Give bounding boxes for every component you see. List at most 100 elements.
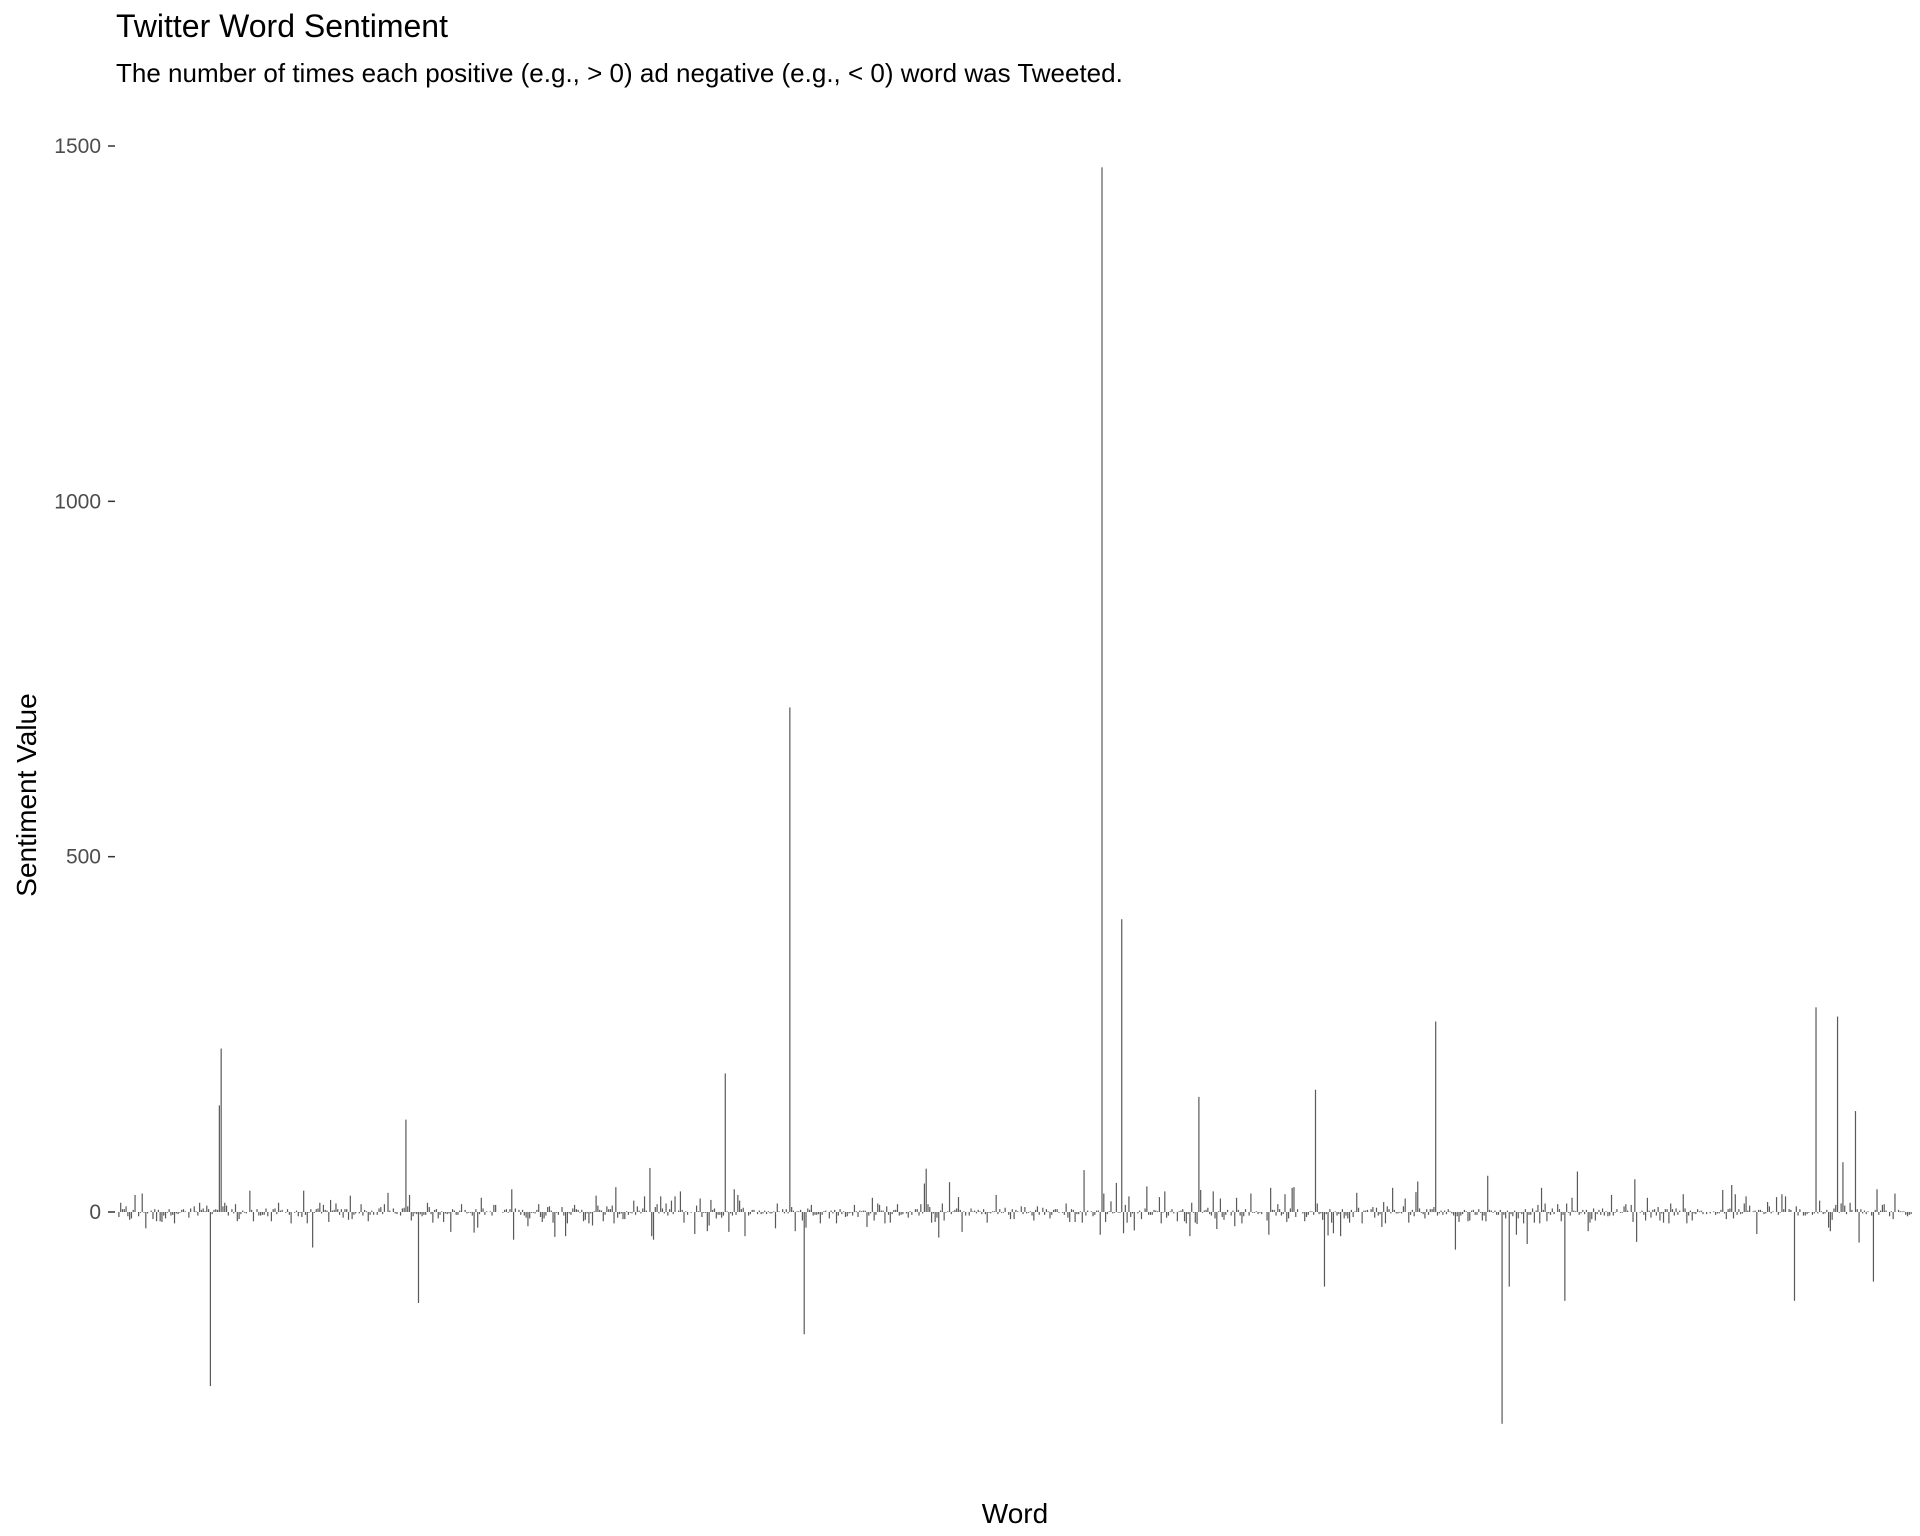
bar bbox=[1239, 1212, 1241, 1216]
bar bbox=[875, 1212, 877, 1215]
bar bbox=[1329, 1209, 1331, 1212]
bar bbox=[288, 1212, 290, 1215]
bar bbox=[321, 1212, 323, 1214]
bar bbox=[695, 1205, 698, 1212]
bar bbox=[1600, 1212, 1602, 1215]
bar bbox=[1860, 1209, 1862, 1212]
bar bbox=[773, 1211, 775, 1213]
bar bbox=[1203, 1210, 1205, 1212]
bar bbox=[1115, 1182, 1117, 1212]
bar bbox=[950, 1212, 952, 1215]
bar bbox=[1865, 1212, 1867, 1215]
bar bbox=[1822, 1212, 1824, 1215]
bar bbox=[150, 1210, 152, 1212]
y-tick-label: 1000 bbox=[54, 490, 101, 513]
bar bbox=[1105, 1212, 1107, 1222]
bar bbox=[1871, 1212, 1873, 1216]
bar bbox=[739, 1200, 741, 1212]
bar bbox=[1659, 1212, 1661, 1221]
bar bbox=[1910, 1212, 1912, 1215]
bar bbox=[317, 1208, 319, 1212]
bar bbox=[1533, 1212, 1535, 1223]
bar bbox=[1878, 1212, 1880, 1215]
bar bbox=[1435, 1021, 1437, 1212]
bar bbox=[652, 1212, 655, 1240]
bar bbox=[306, 1212, 308, 1224]
bar bbox=[437, 1212, 439, 1219]
bar bbox=[914, 1209, 917, 1212]
bar bbox=[789, 707, 791, 1212]
bar bbox=[1044, 1212, 1046, 1215]
bar bbox=[1164, 1191, 1166, 1212]
bar bbox=[731, 1212, 734, 1216]
bar bbox=[1158, 1197, 1161, 1212]
bar bbox=[814, 1212, 816, 1215]
bar bbox=[1171, 1209, 1173, 1212]
bar bbox=[1261, 1212, 1263, 1215]
bar bbox=[1496, 1212, 1498, 1215]
bar bbox=[631, 1212, 633, 1214]
bar bbox=[285, 1212, 287, 1213]
bar bbox=[450, 1212, 452, 1232]
bar bbox=[1207, 1207, 1209, 1212]
bar bbox=[556, 1212, 558, 1213]
bar bbox=[1872, 1212, 1875, 1282]
bar bbox=[1219, 1198, 1222, 1212]
bar bbox=[1689, 1210, 1692, 1212]
bar bbox=[877, 1203, 879, 1212]
bar bbox=[850, 1212, 852, 1213]
bar bbox=[1677, 1212, 1679, 1215]
bar bbox=[1835, 1204, 1837, 1212]
bar bbox=[1282, 1212, 1284, 1215]
bar bbox=[1797, 1212, 1799, 1216]
bar bbox=[1133, 1212, 1135, 1231]
bar bbox=[319, 1202, 321, 1212]
bar bbox=[552, 1212, 554, 1223]
bar bbox=[977, 1209, 979, 1212]
bar bbox=[299, 1212, 301, 1213]
bar bbox=[1442, 1212, 1444, 1215]
bar bbox=[1813, 1212, 1815, 1214]
bar bbox=[322, 1204, 325, 1212]
bar bbox=[1714, 1212, 1717, 1215]
bar bbox=[1494, 1210, 1496, 1212]
bar bbox=[1447, 1209, 1449, 1212]
bar bbox=[170, 1212, 172, 1216]
bar bbox=[1395, 1212, 1397, 1214]
bar bbox=[1209, 1212, 1211, 1215]
bar bbox=[308, 1212, 310, 1213]
bar bbox=[1096, 1210, 1098, 1212]
bar bbox=[1462, 1212, 1464, 1215]
bar bbox=[213, 1209, 215, 1212]
bar bbox=[683, 1212, 685, 1223]
bar bbox=[1481, 1212, 1483, 1221]
bar bbox=[1210, 1212, 1213, 1216]
bar bbox=[690, 1212, 692, 1213]
bar bbox=[182, 1209, 185, 1212]
bar bbox=[1456, 1212, 1458, 1217]
bar bbox=[983, 1209, 985, 1212]
bar bbox=[1734, 1194, 1736, 1212]
bar bbox=[1413, 1212, 1415, 1217]
bar bbox=[1845, 1212, 1848, 1215]
bar bbox=[783, 1212, 786, 1214]
bar bbox=[460, 1204, 463, 1212]
bar bbox=[362, 1212, 364, 1216]
bar bbox=[1470, 1210, 1473, 1212]
bar bbox=[896, 1204, 899, 1212]
bar bbox=[1087, 1210, 1089, 1212]
bar bbox=[190, 1208, 192, 1212]
bar bbox=[654, 1207, 656, 1212]
bar bbox=[1905, 1212, 1907, 1215]
bar bbox=[922, 1212, 924, 1214]
bar bbox=[1287, 1212, 1290, 1219]
bar bbox=[164, 1212, 167, 1219]
bar bbox=[999, 1209, 1001, 1212]
bar bbox=[529, 1212, 531, 1219]
bar bbox=[846, 1212, 848, 1217]
bar bbox=[712, 1209, 714, 1212]
bar bbox=[1331, 1212, 1333, 1223]
bar bbox=[674, 1196, 676, 1212]
bar bbox=[880, 1210, 882, 1212]
bar bbox=[547, 1207, 549, 1212]
